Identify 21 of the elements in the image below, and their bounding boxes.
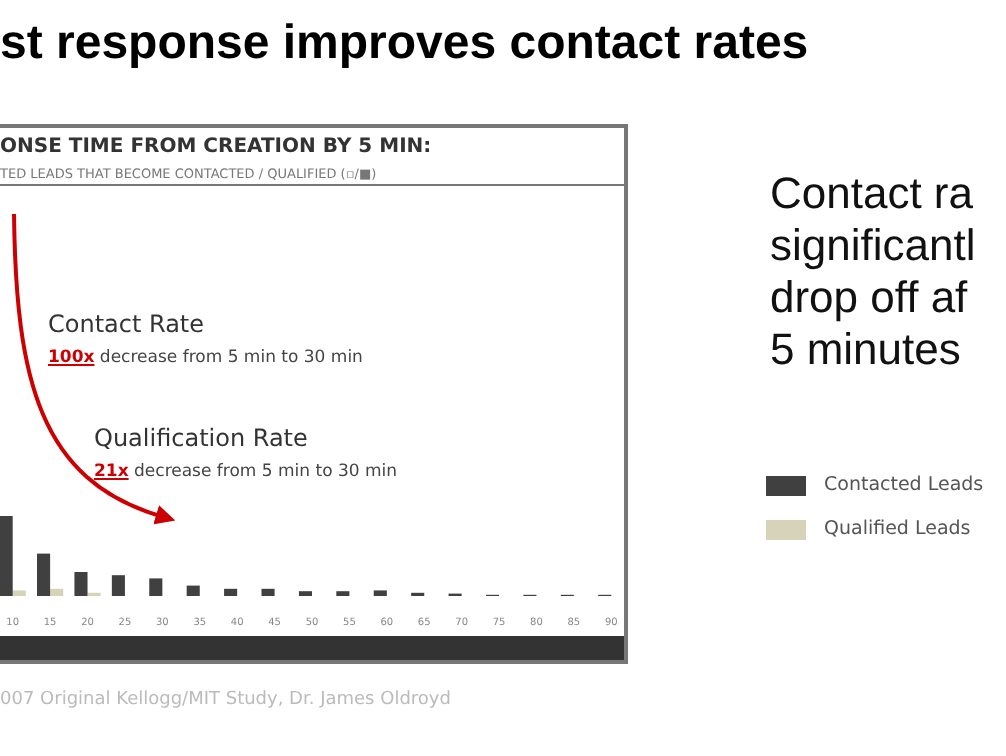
bar: [0, 516, 13, 596]
bar: [261, 588, 275, 596]
chart-subtitle: ONSE TIME FROM CREATION BY 5 MIN:: [0, 136, 432, 158]
text: 100x decrease from 5 min to 30 min: [48, 348, 363, 368]
bar: [224, 588, 238, 596]
text: Qualification Rate: [94, 424, 308, 452]
bar: [50, 588, 64, 596]
chart-title: st response improves contact rates: [0, 16, 809, 72]
bar: [149, 578, 163, 596]
text: Contact ra significantl drop off af 5 minutes: [770, 168, 976, 374]
legend-label: Contacted Leads: [822, 474, 984, 496]
bar: [12, 590, 26, 596]
bar: [186, 585, 200, 596]
legend-label: Qualified Leads: [822, 518, 971, 540]
text: 007 Original Kellogg/MIT Study, Dr. James Oldroyd: [0, 690, 451, 710]
bar: [111, 575, 125, 596]
bar: [373, 590, 387, 596]
bar: [37, 553, 51, 596]
text: Contact Rate: [48, 310, 205, 338]
bar: [74, 572, 88, 596]
text: 21x decrease from 5 min to 30 min: [94, 462, 398, 482]
